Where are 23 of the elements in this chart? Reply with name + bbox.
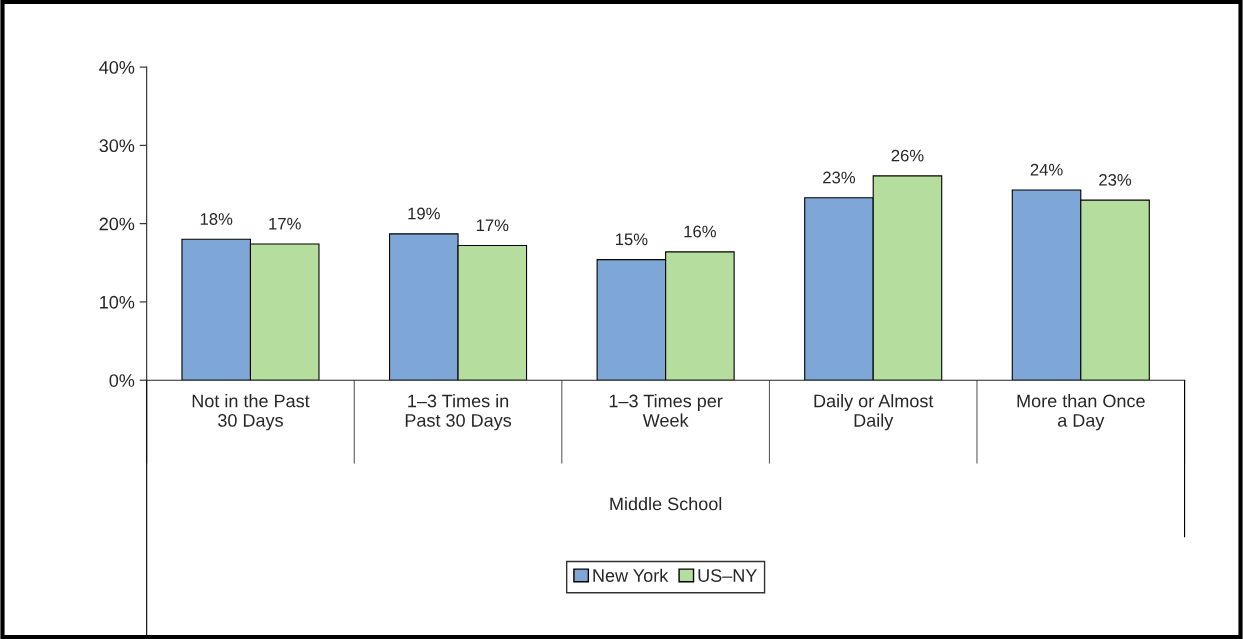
data-label: 24% (1030, 163, 1063, 176)
y-tick-label: 0% (109, 374, 135, 387)
data-label: 23% (1099, 173, 1132, 186)
y-tick-label: 20% (99, 217, 135, 231)
legend-label: New York (593, 568, 669, 582)
y-tick-label: 40% (99, 61, 135, 74)
data-label: 15% (615, 233, 648, 246)
x-tick-label: Daily or Almost Daily (814, 394, 934, 431)
y-tick-label: 30% (99, 139, 135, 153)
data-label: 18% (200, 213, 233, 225)
x-tick-label: More than Once a Day (1017, 394, 1145, 431)
x-tick-label: 1–3 Times per Week (609, 394, 723, 427)
data-label: 17% (269, 217, 301, 230)
x-axis-title: Middle School (610, 497, 722, 511)
y-tick-label: 10% (100, 295, 135, 309)
data-label: 17% (476, 219, 509, 232)
data-label: 19% (408, 207, 440, 220)
data-label: 16% (684, 225, 716, 238)
x-tick-label: Not in the Past 30 Days (192, 394, 310, 431)
data-label: 26% (891, 149, 924, 162)
legend-label: US–NY (698, 569, 757, 582)
data-label: 23% (823, 171, 856, 184)
x-tick-label: 1–3 Times in Past 30 Days (405, 394, 512, 431)
